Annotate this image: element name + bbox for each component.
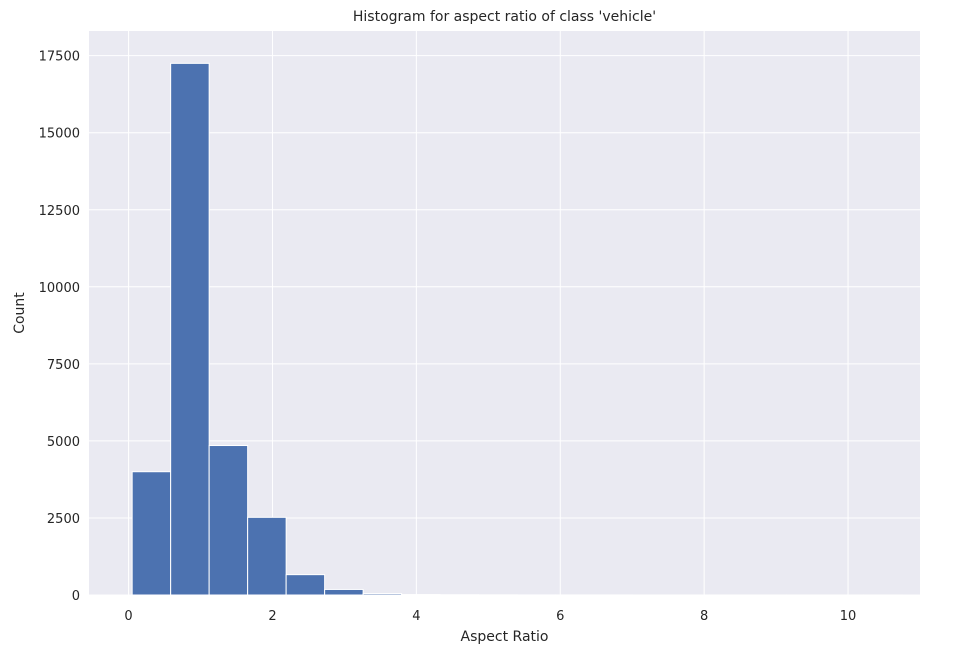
y-tick-label-0: 0 xyxy=(72,589,80,604)
histogram-bar-2 xyxy=(208,445,249,596)
histogram-bar-4 xyxy=(285,574,326,596)
y-tick-label-1: 2500 xyxy=(47,512,80,527)
histogram-bars xyxy=(131,62,903,596)
y-tick-label-6: 15000 xyxy=(39,127,80,142)
x-axis-ticks: 0 2 4 6 8 10 xyxy=(124,609,856,624)
x-tick-label-4: 8 xyxy=(700,609,708,624)
y-tick-label-7: 17500 xyxy=(39,50,80,65)
x-tick-label-5: 10 xyxy=(840,609,857,624)
histogram-bar-3 xyxy=(247,516,287,596)
histogram-bar-0 xyxy=(131,471,172,596)
x-tick-label-0: 0 xyxy=(124,609,132,624)
y-tick-label-3: 7500 xyxy=(47,358,80,373)
y-tick-label-2: 5000 xyxy=(47,435,80,450)
y-axis-label: Count xyxy=(12,292,28,334)
y-tick-label-4: 10000 xyxy=(39,281,80,296)
histogram-bar-6 xyxy=(362,593,403,596)
grid-lines xyxy=(89,31,920,596)
y-axis-ticks: 0 2500 5000 7500 10000 12500 15000 17500 xyxy=(39,50,80,604)
x-tick-label-3: 6 xyxy=(556,609,564,624)
x-axis-label: Aspect Ratio xyxy=(461,629,549,645)
y-tick-label-5: 12500 xyxy=(39,204,80,219)
chart-title: Histogram for aspect ratio of class 'veh… xyxy=(353,9,656,25)
x-tick-label-1: 2 xyxy=(268,609,276,624)
x-tick-label-2: 4 xyxy=(412,609,420,624)
histogram-bar-5 xyxy=(324,588,364,596)
histogram-bar-1 xyxy=(170,62,210,596)
